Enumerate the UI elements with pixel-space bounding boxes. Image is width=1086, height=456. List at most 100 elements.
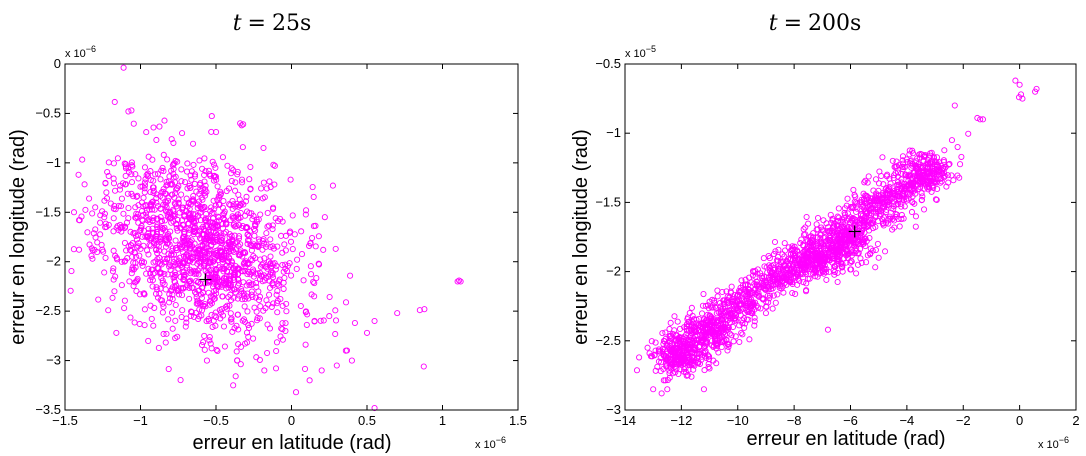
chart-left-data-point xyxy=(215,201,222,208)
chart-right-data-point xyxy=(781,261,788,268)
chart-left-data-point xyxy=(134,192,141,199)
chart-right-data-point xyxy=(911,169,918,176)
chart-right-data-point xyxy=(834,255,841,263)
chart-left-data-point xyxy=(213,290,220,297)
chart-left-data-point xyxy=(118,203,125,210)
chart-left-data-point xyxy=(206,258,213,265)
chart-left-data-point xyxy=(259,195,266,202)
chart-left-data-point xyxy=(165,178,172,185)
chart-right-data-point xyxy=(767,285,775,293)
chart-left-data-point xyxy=(141,290,148,297)
chart-left-data-point xyxy=(243,193,250,200)
chart-left-data-point xyxy=(175,265,182,272)
chart-left-data-point xyxy=(310,223,317,230)
chart-left-data-point xyxy=(272,365,280,372)
chart-left-x-tick-label: 0.5 xyxy=(358,413,376,428)
chart-right-data-point xyxy=(728,332,735,339)
chart-right-data-point xyxy=(688,373,695,380)
chart-right-data-point xyxy=(717,308,724,315)
chart-left-y-tick-label: −2 xyxy=(46,254,61,269)
chart-left-data-point xyxy=(190,267,197,274)
chart-right-data-point xyxy=(707,312,714,320)
chart-right-y-exponent-base: x 10 xyxy=(625,48,646,60)
chart-left-data-point xyxy=(457,278,464,285)
chart-left-data-point xyxy=(161,217,168,224)
chart-left-data-point xyxy=(102,224,109,231)
chart-right-data-point xyxy=(702,333,709,341)
chart-left-data-point xyxy=(76,217,83,224)
chart-right-data-point xyxy=(1016,81,1023,88)
chart-right-data-point xyxy=(781,240,788,247)
chart-left-data-point xyxy=(187,244,194,251)
chart-right-data-point xyxy=(847,266,854,273)
chart-left-data-point xyxy=(128,179,136,186)
chart-left-data-point xyxy=(172,190,179,197)
chart-left-data-point xyxy=(342,347,349,354)
chart-left-data-point xyxy=(202,217,209,224)
chart-right-data-point xyxy=(848,215,855,222)
chart-right-data-point xyxy=(755,285,762,292)
chart-right-data-point xyxy=(806,243,813,251)
chart-left-data-point xyxy=(210,173,217,180)
chart-right-data-point xyxy=(835,205,842,212)
chart-right-data-point xyxy=(671,313,678,320)
chart-right-data-point xyxy=(775,246,782,253)
chart-left-data-point xyxy=(209,158,216,165)
chart-left-data-point xyxy=(185,237,192,244)
chart-left-data-point xyxy=(321,214,328,221)
chart-left-data-point xyxy=(136,227,143,235)
chart-left-data-point xyxy=(228,177,235,185)
chart-right-data-point xyxy=(940,158,947,165)
chart-right-data-point xyxy=(770,292,777,299)
chart-left-data-point xyxy=(302,211,309,218)
chart-right-data-point xyxy=(831,263,838,270)
chart-left-data-point xyxy=(102,254,109,261)
chart-left-data-point xyxy=(187,201,194,208)
chart-left-data-point xyxy=(180,253,188,260)
chart-left-data-point xyxy=(180,284,187,291)
chart-right-data-point xyxy=(701,367,708,374)
chart-left-data-point xyxy=(248,288,255,295)
chart-left-data-point xyxy=(200,289,207,296)
chart-left-data-point xyxy=(168,214,175,221)
chart-left-data-point xyxy=(280,268,287,275)
chart-left-data-point xyxy=(92,204,99,211)
chart-right-data-point xyxy=(880,181,887,188)
chart-right-data-point xyxy=(834,258,841,265)
chart-right-data-point xyxy=(737,312,744,319)
chart-right-data-point xyxy=(841,205,849,212)
chart-left-data-point xyxy=(196,265,203,272)
chart-left-data-point xyxy=(144,247,151,254)
chart-right-data-point xyxy=(674,354,681,361)
chart-right-data-point xyxy=(774,291,781,298)
chart-left-data-point xyxy=(218,283,225,290)
chart-right-data-point xyxy=(819,259,826,266)
chart-left-data-point xyxy=(176,209,183,216)
chart-left-data-point xyxy=(225,248,233,255)
chart-left-data-point xyxy=(164,271,171,278)
chart-right-data-point xyxy=(798,236,805,243)
chart-left-data-point xyxy=(293,265,300,273)
chart-left-data-point xyxy=(234,282,242,289)
chart-right-data-point xyxy=(713,360,720,367)
chart-right-data-point xyxy=(861,179,868,186)
chart-left-data-point xyxy=(206,333,213,341)
chart-left-data-point xyxy=(232,263,239,270)
chart-left-data-point xyxy=(194,279,201,286)
chart-left-data-point xyxy=(258,185,265,192)
chart-left-data-point xyxy=(164,197,171,204)
chart-left-data-point xyxy=(220,197,227,205)
chart-left-data-point xyxy=(203,318,210,325)
chart-right-data-point xyxy=(891,163,898,171)
chart-left-data-point xyxy=(159,279,166,286)
chart-left-data-point xyxy=(152,290,160,297)
chart-left-data-point xyxy=(232,179,239,186)
chart-left-data-point xyxy=(267,244,274,251)
chart-right-data-point xyxy=(864,252,871,259)
chart-right-data-point xyxy=(784,255,792,262)
chart-right-data-point xyxy=(915,174,922,181)
chart-right-data-point xyxy=(672,336,679,344)
chart-right-data-point xyxy=(730,338,737,345)
chart-left-data-point xyxy=(166,299,173,306)
chart-right-data-point xyxy=(874,208,881,215)
